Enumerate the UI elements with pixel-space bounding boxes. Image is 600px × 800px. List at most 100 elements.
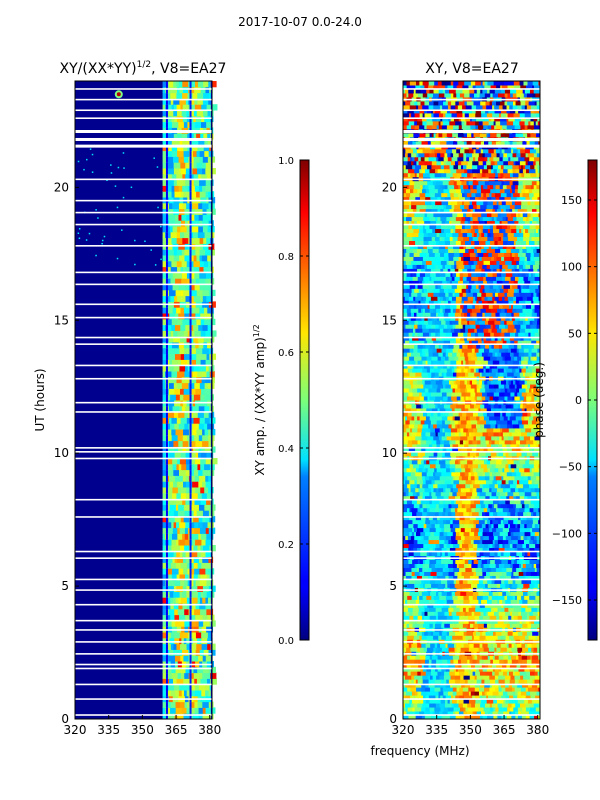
left-heatmap-cell	[180, 104, 184, 111]
right-heatmap-cell	[512, 595, 516, 600]
right-heatmap-cell	[524, 467, 531, 473]
left-heatmap-cell	[196, 318, 202, 326]
right-heatmap-cell	[463, 631, 467, 636]
right-heatmap-cell	[489, 571, 496, 576]
right-heatmap-cell	[464, 443, 469, 449]
right-heatmap-cell	[409, 479, 415, 485]
left-heatmap-cell	[189, 620, 197, 627]
left-heatmap-cell	[185, 446, 192, 453]
left-heatmap-cell	[176, 260, 183, 268]
right-heatmap-cell	[461, 571, 468, 576]
right-heatmap-cell	[403, 411, 409, 417]
left-heatmap-cell	[200, 498, 207, 505]
right-heatmap-cell	[417, 507, 421, 513]
left-heatmap-cell	[204, 463, 211, 471]
right-heatmap-cell	[410, 471, 416, 477]
left-heatmap-cell	[162, 458, 167, 465]
left-heatmap-cell	[169, 173, 173, 181]
left-heatmap-cell	[185, 458, 191, 465]
left-heatmap-cell	[202, 220, 210, 227]
right-heatmap-cell	[533, 439, 538, 445]
right-heatmap-cell	[421, 431, 427, 437]
right-heatmap-cell	[493, 392, 500, 397]
left-heatmap-cell	[195, 458, 201, 465]
right-heatmap-cell	[467, 352, 475, 357]
right-heatmap-cell	[418, 356, 422, 361]
right-heatmap-cell	[505, 699, 510, 704]
left-heatmap-cell	[191, 133, 195, 140]
right-heatmap-cell	[425, 431, 429, 437]
right-heatmap-cell	[505, 463, 509, 469]
right-heatmap-cell	[520, 515, 523, 521]
right-heatmap-cell	[458, 411, 463, 417]
left-heatmap-cell	[170, 98, 174, 105]
right-heatmap-cell	[473, 403, 481, 409]
right-heatmap-cell	[417, 423, 424, 429]
right-heatmap-cell	[415, 467, 419, 473]
heatmap-gap-row	[75, 589, 212, 591]
right-heatmap-cell	[527, 591, 532, 596]
left-heatmap-cell	[171, 173, 177, 181]
left-heatmap-cell	[166, 463, 174, 471]
right-heatmap-cell	[489, 551, 495, 557]
right-heatmap-cell	[442, 467, 447, 473]
left-heatmap-cell	[196, 208, 204, 215]
right-heatmap-cell	[413, 551, 421, 557]
right-heatmap-cell	[495, 679, 500, 684]
left-heatmap-cell	[202, 585, 210, 592]
right-heatmap-cell	[458, 703, 464, 708]
right-heatmap-cell	[523, 675, 531, 680]
right-heatmap-cell	[440, 551, 443, 557]
left-heatmap-cell	[195, 342, 200, 349]
left-heatmap-cell	[191, 492, 199, 500]
right-heatmap-cell	[471, 340, 479, 345]
right-heatmap-cell	[478, 467, 485, 473]
right-heatmap-cell	[471, 603, 476, 608]
left-heatmap-cell	[162, 295, 167, 302]
left-heatmap-cell	[169, 504, 177, 511]
right-heatmap-cell	[442, 380, 450, 385]
right-heatmap-cell	[419, 503, 423, 509]
right-heatmap-cell	[423, 336, 427, 341]
right-heatmap-cell	[412, 328, 416, 333]
right-heatmap-cell	[444, 360, 451, 365]
right-heatmap-cell	[529, 471, 535, 477]
left-heatmap-cell	[165, 289, 168, 297]
left-heatmap-cell	[77, 160, 80, 163]
left-heatmap-cell	[189, 632, 192, 639]
right-heatmap-cell	[530, 591, 538, 596]
right-heatmap-cell	[461, 392, 467, 397]
left-heatmap-cell	[195, 347, 203, 355]
right-heatmap-cell	[517, 631, 521, 636]
right-heatmap-cell	[504, 324, 509, 329]
right-heatmap-cell	[435, 619, 443, 624]
right-heatmap-cell	[419, 392, 423, 397]
right-heatmap-cell	[484, 687, 490, 692]
left-heatmap-cell	[167, 330, 172, 337]
left-heatmap-cell	[178, 440, 184, 447]
right-heatmap-cell	[408, 491, 414, 497]
right-heatmap-cell	[530, 531, 536, 537]
right-heatmap-cell	[403, 487, 410, 493]
right-heatmap-cell	[445, 667, 451, 672]
right-heatmap-cell	[438, 691, 444, 696]
right-heatmap-cell	[531, 340, 537, 345]
left-heatmap-cell	[177, 330, 185, 337]
right-heatmap-cell	[517, 344, 522, 349]
right-heatmap-cell	[458, 356, 466, 361]
left-heatmap-cell	[186, 336, 191, 343]
right-heatmap-cell	[475, 515, 481, 521]
left-heatmap-cell	[195, 446, 199, 453]
right-heatmap-cell	[446, 348, 454, 353]
right-heatmap-cell	[524, 443, 529, 449]
right-heatmap-cell	[463, 368, 469, 373]
right-heatmap-cell	[508, 475, 512, 481]
left-heatmap-cell	[169, 249, 175, 256]
left-heatmap-cell	[176, 237, 183, 244]
left-heatmap-cell	[162, 284, 167, 291]
left-heatmap-cell	[190, 231, 194, 239]
right-heatmap-cell	[439, 631, 443, 636]
right-heatmap-cell	[520, 364, 524, 369]
right-heatmap-cell	[532, 447, 535, 453]
right-heatmap-cell	[417, 527, 420, 533]
